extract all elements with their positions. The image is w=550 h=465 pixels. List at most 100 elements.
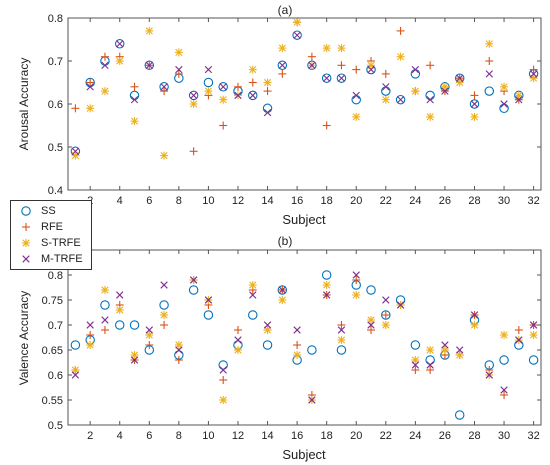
arousal-x-tick-label: 22 bbox=[380, 195, 392, 207]
valence-point-m-trfe bbox=[456, 346, 464, 354]
arousal-point-s-trfe bbox=[381, 95, 390, 104]
arousal-point-s-trfe bbox=[115, 57, 124, 65]
arousal-point-m-trfe bbox=[411, 65, 420, 74]
arousal-point-rfe bbox=[86, 78, 95, 87]
arousal-data-marks bbox=[70, 18, 539, 160]
valence-point-m-trfe bbox=[382, 296, 390, 304]
valence-point-rfe bbox=[411, 366, 420, 374]
arousal-point-s-trfe bbox=[337, 44, 346, 53]
arousal-point-rfe bbox=[71, 104, 80, 113]
arousal-point-m-trfe bbox=[204, 65, 213, 74]
arousal-x-tick-label: 16 bbox=[291, 195, 303, 207]
arousal-x-tick-label: 26 bbox=[439, 195, 451, 207]
valence-point-s-trfe bbox=[293, 351, 302, 359]
valence-point-s-trfe bbox=[470, 321, 479, 329]
arousal-point-rfe bbox=[233, 82, 242, 91]
valence-panel: (b) 0.50.550.60.650.70.750.8 2 4 6 8 10 12 14 1… bbox=[17, 234, 542, 462]
valence-point-s-trfe bbox=[278, 296, 287, 304]
valence-point-s-trfe bbox=[381, 321, 390, 329]
valence-point-m-trfe bbox=[145, 326, 153, 334]
valence-point-rfe bbox=[233, 326, 242, 334]
valence-point-m-trfe bbox=[160, 281, 168, 289]
valence-x-tick-label: 8 bbox=[176, 430, 182, 442]
valence-point-m-trfe bbox=[352, 271, 360, 279]
valence-point-ss bbox=[425, 355, 435, 365]
arousal-point-m-trfe bbox=[130, 96, 139, 104]
arousal-point-s-trfe bbox=[470, 112, 479, 121]
arousal-point-m-trfe bbox=[249, 91, 257, 100]
arousal-point-m-trfe bbox=[116, 40, 124, 48]
valence-point-s-trfe bbox=[426, 346, 435, 354]
arousal-point-s-trfe bbox=[263, 78, 272, 87]
arousal-point-s-trfe bbox=[440, 82, 449, 91]
arousal-point-ss bbox=[188, 90, 199, 101]
arousal-point-rfe bbox=[485, 57, 494, 65]
valence-point-s-trfe bbox=[100, 286, 109, 294]
valence-x-tick-label: 16 bbox=[291, 430, 303, 442]
arousal-point-ss bbox=[307, 60, 317, 71]
legend-item-m-trfe: M-TRFE bbox=[15, 252, 91, 266]
valence-point-m-trfe bbox=[175, 346, 183, 354]
valence-point-rfe bbox=[352, 276, 361, 284]
arousal-point-s-trfe bbox=[485, 39, 494, 48]
arousal-y-tick-label: 0.5 bbox=[48, 142, 63, 154]
valence-point-m-trfe bbox=[396, 301, 405, 309]
arousal-point-m-trfe bbox=[485, 70, 493, 78]
valence-point-rfe bbox=[337, 321, 346, 329]
valence-x-tick-label: 10 bbox=[202, 430, 214, 442]
valence-point-m-trfe bbox=[293, 326, 301, 334]
arousal-point-rfe bbox=[426, 61, 435, 70]
arousal-point-m-trfe bbox=[367, 65, 375, 74]
valence-point-s-trfe bbox=[160, 311, 169, 319]
valence-x-axis-label: Subject bbox=[282, 447, 326, 462]
legend-marker-shape bbox=[22, 239, 30, 247]
arousal-point-m-trfe bbox=[160, 83, 168, 91]
valence-x-tick-label: 6 bbox=[146, 430, 152, 442]
valence-axes-box bbox=[67, 249, 542, 426]
valence-point-s-trfe bbox=[219, 396, 228, 404]
arousal-point-m-trfe bbox=[426, 96, 434, 104]
valence-point-s-trfe bbox=[337, 336, 346, 344]
valence-y-tick-label: 0.65 bbox=[42, 345, 63, 357]
arousal-point-s-trfe bbox=[219, 95, 228, 104]
arousal-point-s-trfe bbox=[100, 87, 109, 96]
valence-point-m-trfe bbox=[71, 371, 80, 379]
arousal-point-s-trfe bbox=[278, 44, 287, 53]
valence-point-rfe bbox=[500, 391, 509, 399]
valence-point-m-trfe bbox=[529, 321, 538, 329]
valence-title: (b) bbox=[278, 234, 293, 248]
arousal-point-m-trfe bbox=[278, 61, 287, 69]
valence-point-ss bbox=[336, 345, 347, 355]
legend-marker-ss bbox=[21, 206, 31, 216]
valence-point-s-trfe bbox=[233, 346, 242, 354]
arousal-x-tick-label: 24 bbox=[409, 195, 421, 207]
valence-point-ss bbox=[454, 410, 465, 420]
valence-point-ss bbox=[129, 320, 140, 330]
arousal-point-s-trfe bbox=[160, 151, 169, 160]
valence-point-rfe bbox=[100, 326, 109, 334]
arousal-point-rfe bbox=[470, 91, 479, 100]
valence-y-tick-label: 0.5 bbox=[48, 420, 63, 432]
valence-point-m-trfe bbox=[101, 316, 109, 324]
arousal-x-tick-label: 30 bbox=[498, 195, 510, 207]
valence-point-ss bbox=[70, 340, 81, 350]
arousal-point-m-trfe bbox=[263, 108, 272, 117]
valence-point-s-trfe bbox=[352, 291, 361, 299]
legend-label-m-trfe: M-TRFE bbox=[41, 253, 83, 265]
arousal-point-s-trfe bbox=[396, 52, 405, 61]
arousal-point-ss bbox=[395, 94, 406, 105]
valence-x-tick-label: 12 bbox=[232, 430, 244, 442]
arousal-point-m-trfe bbox=[145, 61, 153, 69]
valence-point-m-trfe bbox=[367, 321, 375, 329]
valence-point-rfe bbox=[381, 311, 390, 319]
arousal-point-s-trfe bbox=[322, 44, 331, 53]
legend-item-ss: SS bbox=[15, 204, 91, 218]
valence-point-ss bbox=[307, 345, 317, 355]
arousal-point-ss bbox=[144, 60, 155, 71]
valence-x-tick-label: 26 bbox=[439, 430, 451, 442]
arousal-point-m-trfe bbox=[456, 74, 464, 82]
arousal-point-ss bbox=[292, 30, 302, 40]
valence-point-s-trfe bbox=[86, 341, 95, 349]
valence-point-ss bbox=[410, 340, 421, 350]
arousal-point-m-trfe bbox=[293, 31, 301, 39]
